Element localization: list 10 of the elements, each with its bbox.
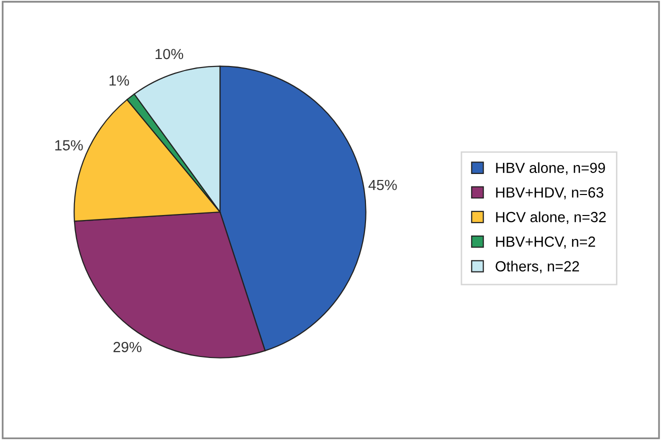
legend-label: HBV+HDV, n=63 bbox=[496, 187, 604, 200]
data-label: 29% bbox=[114, 342, 142, 352]
legend-label: HCV alone, n=32 bbox=[496, 212, 606, 224]
legend-label: HBV+HCV, n=2 bbox=[496, 236, 596, 249]
data-label: 45% bbox=[368, 180, 397, 190]
legend-label: Others, n=22 bbox=[496, 260, 579, 274]
data-label: 15% bbox=[55, 140, 83, 150]
legend-label: HBV alone, n=99 bbox=[496, 162, 605, 175]
data-label: 10% bbox=[156, 48, 184, 60]
data-label: 1% bbox=[110, 75, 130, 86]
